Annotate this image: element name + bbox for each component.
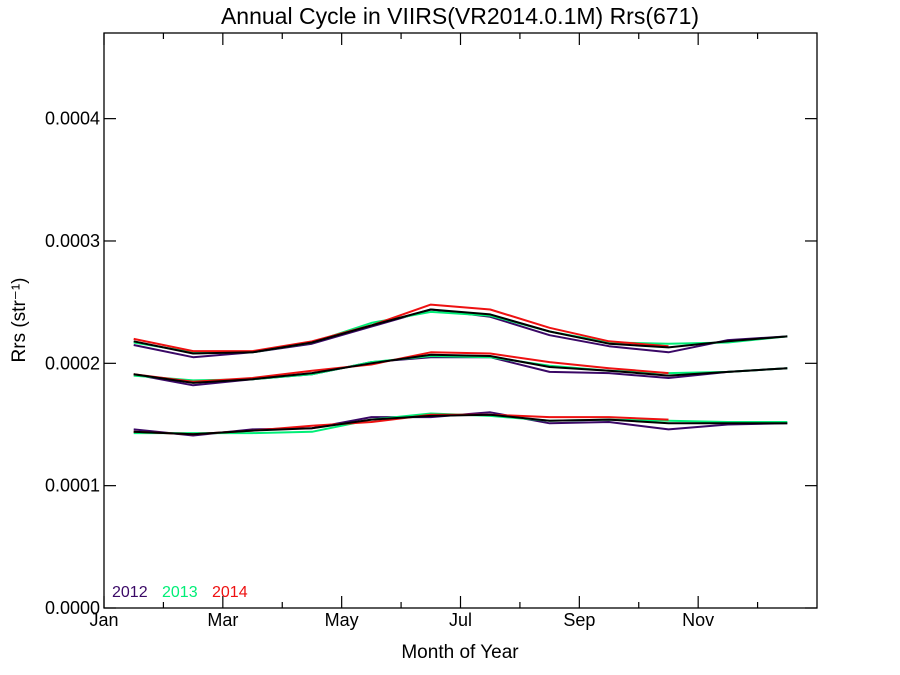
- x-tick-label: Sep: [563, 610, 595, 630]
- series-line-mean-lower: [133, 413, 788, 436]
- series-lines: [133, 303, 788, 437]
- chart-title: Annual Cycle in VIIRS(VR2014.0.1M) Rrs(6…: [221, 3, 699, 29]
- x-tick-label: Jan: [89, 610, 118, 630]
- x-axis-label: Month of Year: [401, 642, 519, 663]
- y-tick-label: 0.0001: [45, 476, 100, 496]
- x-minor-ticks: [162, 33, 759, 608]
- legend-item-2014: 2014: [212, 584, 248, 601]
- series-line-2014-upper: [133, 303, 669, 353]
- y-tick-label: 0.0004: [45, 109, 100, 129]
- x-tick-label: Nov: [682, 610, 714, 630]
- series-line-mean-middle: [133, 353, 788, 384]
- plot-frame: [103, 32, 818, 609]
- x-tick-label: Jul: [449, 610, 472, 630]
- y-tick-label: 0.0002: [45, 353, 100, 373]
- x-tick-label: Mar: [207, 610, 238, 630]
- series-line-2014-middle: [133, 351, 669, 383]
- series-line-mean-upper: [133, 308, 788, 355]
- legend-item-2013: 2013: [162, 584, 198, 601]
- x-tick-label: May: [325, 610, 359, 630]
- y-axis-ticks: 0.0000 0.0001 0.0002 0.0003 0.0004: [45, 109, 817, 618]
- y-tick-label: 0.0003: [45, 231, 100, 251]
- series-line-2012-upper: [133, 308, 788, 359]
- x-axis-ticks: Jan Mar May Jul Sep Nov: [89, 33, 714, 630]
- y-axis-label: Rrs (str⁻¹): [9, 278, 30, 363]
- legend-item-2012: 2012: [112, 584, 148, 601]
- y-tick-label: 0.0000: [45, 598, 100, 618]
- legend: 2012 2013 2014: [112, 584, 248, 601]
